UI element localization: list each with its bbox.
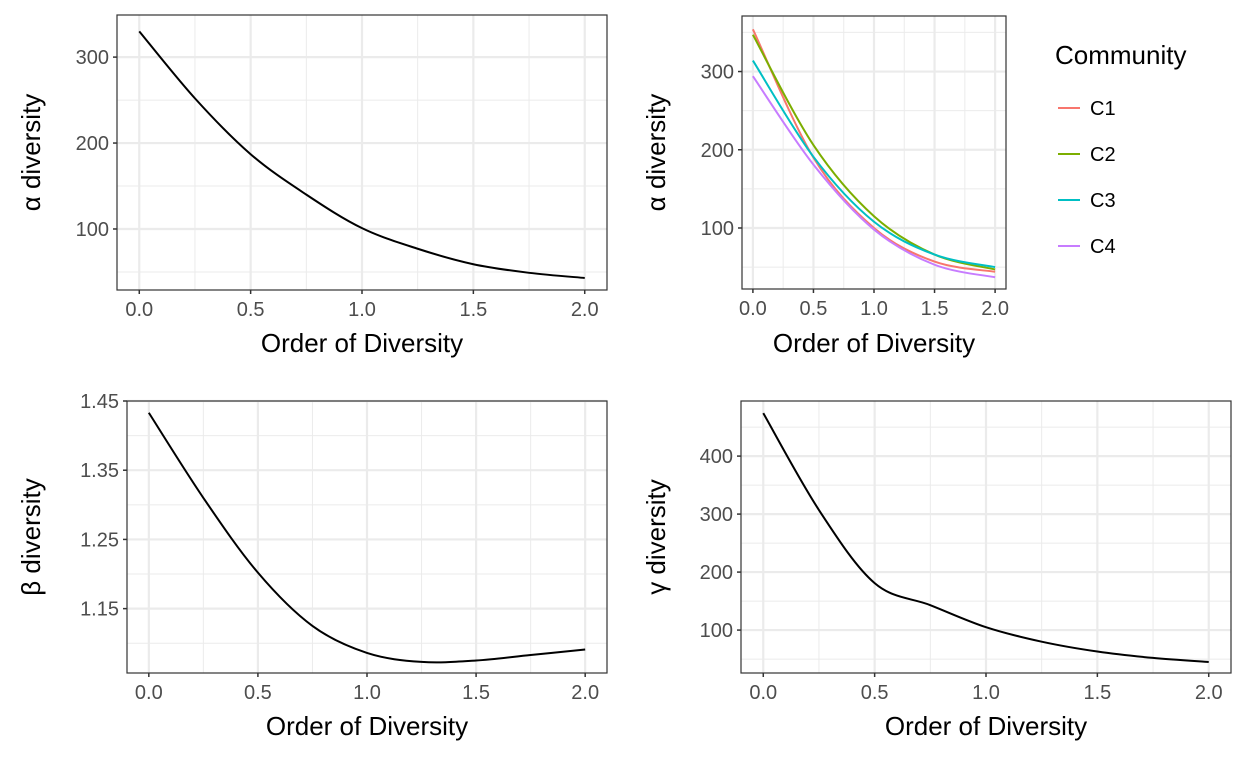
y-tick-label: 1.35 [80, 460, 119, 482]
x-tick-label: 1.5 [921, 298, 949, 320]
y-tick-label: 300 [700, 504, 733, 526]
x-tick-label: 2.0 [571, 682, 599, 704]
series-line-c4 [752, 75, 996, 279]
panel-2: 0.0 0.5 1.0 1.5 2.0 100 200 300 Order of Diversi… [641, 15, 1186, 358]
x-tick-label: 1.5 [1083, 682, 1111, 704]
y-axis-title: β diversity [16, 478, 46, 596]
x-tick-label: 1.0 [972, 682, 1000, 704]
legend: Community C1 C2 C3 C4 [1055, 40, 1186, 258]
legend-label: C3 [1090, 190, 1116, 212]
x-tick-label: 1.0 [348, 299, 376, 321]
x-tick-label: 0.0 [135, 682, 163, 704]
x-tick-label: 0.5 [237, 299, 265, 321]
x-tick-label: 1.0 [860, 298, 888, 320]
panel-1: 0.0 0.5 1.0 1.5 2.0 100 200 300 Order of Diversi… [16, 14, 608, 358]
legend-label: C1 [1090, 98, 1116, 120]
x-tick-label: 0.0 [749, 682, 777, 704]
x-tick-label: 0.0 [739, 298, 767, 320]
y-tick-label: 1.15 [80, 599, 119, 621]
series-line-c1 [751, 28, 996, 273]
x-tick-label: 0.5 [800, 298, 828, 320]
y-tick-label: 300 [76, 47, 109, 69]
x-tick-label: 0.5 [861, 682, 889, 704]
panel-4: 0.0 0.5 1.0 1.5 2.0 100 200 300 400 Order of Dive… [641, 400, 1232, 741]
x-tick-label: 0.5 [244, 682, 272, 704]
y-tick-label: 400 [700, 446, 733, 468]
y-tick-label: 1.25 [80, 529, 119, 551]
y-axis-title: α diversity [641, 94, 671, 212]
y-tick-label: 100 [700, 620, 733, 642]
x-axis-title: Order of Diversity [261, 328, 463, 358]
x-tick-label: 2.0 [1195, 682, 1223, 704]
x-tick-label: 2.0 [981, 298, 1009, 320]
y-tick-label: 200 [76, 133, 109, 155]
legend-title: Community [1055, 40, 1186, 70]
panel-3: 0.0 0.5 1.0 1.5 2.0 1.15 1.25 1.35 1.45 Order of … [16, 391, 608, 741]
legend-label: C4 [1090, 236, 1116, 258]
x-tick-label: 1.5 [459, 299, 487, 321]
legend-label: C2 [1090, 144, 1116, 166]
y-tick-label: 200 [700, 562, 733, 584]
x-axis-title: Order of Diversity [885, 711, 1087, 741]
x-tick-label: 1.5 [462, 682, 490, 704]
y-tick-label: 100 [76, 219, 109, 241]
series-line [147, 412, 586, 664]
y-axis-title: α diversity [16, 94, 46, 212]
y-tick-label: 300 [701, 62, 734, 84]
y-axis-title: γ diversity [641, 479, 671, 595]
x-axis-title: Order of Diversity [266, 711, 468, 741]
x-axis-title: Order of Diversity [773, 328, 975, 358]
y-tick-label: 200 [701, 140, 734, 162]
series-line [138, 30, 585, 279]
series-line [762, 412, 1209, 663]
y-tick-label: 1.45 [80, 391, 119, 413]
y-tick-label: 100 [701, 218, 734, 240]
x-tick-label: 1.0 [353, 682, 381, 704]
x-tick-label: 2.0 [571, 299, 599, 321]
series-line-c3 [752, 60, 996, 269]
x-tick-label: 0.0 [125, 299, 153, 321]
